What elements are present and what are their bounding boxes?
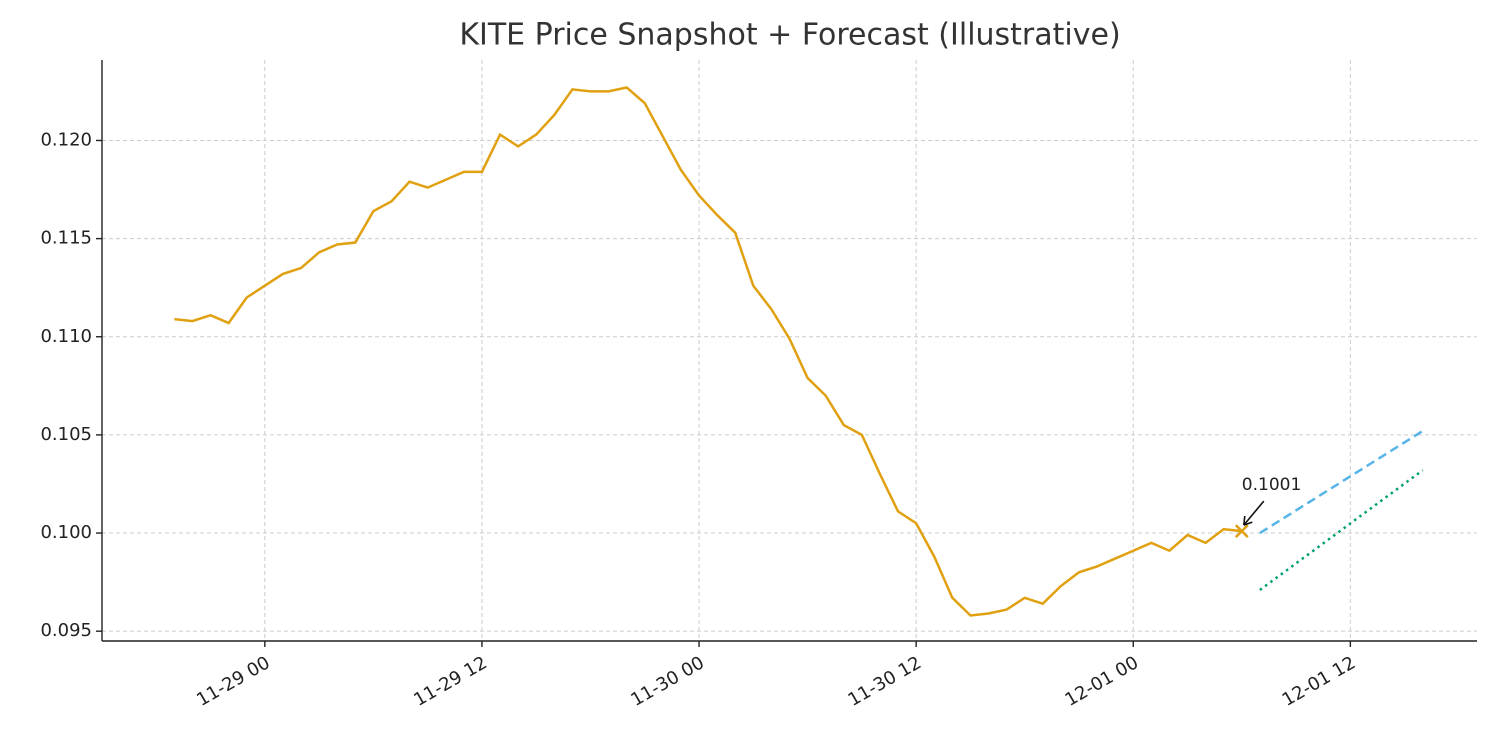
price-line <box>1259 429 1424 535</box>
price-line <box>174 86 1242 617</box>
y-tick-label: 0.115 <box>40 228 92 249</box>
y-tick-label: 0.110 <box>40 326 92 347</box>
chart-title: KITE Price Snapshot + Forecast (Illustra… <box>459 18 1120 53</box>
y-tick-label: 0.105 <box>40 424 92 445</box>
x-tick-label: 11-29 00 <box>193 652 274 711</box>
x-tick-label: 11-30 12 <box>844 652 925 711</box>
annotation: 0.1001 <box>1242 475 1301 495</box>
x-tick-label: 12-01 00 <box>1062 652 1143 711</box>
price-line <box>1259 469 1424 591</box>
annotation-arrowhead <box>1243 515 1253 526</box>
y-tick-label: 0.095 <box>40 620 92 641</box>
last-marker <box>1234 524 1249 538</box>
y-tick-label: 0.120 <box>40 129 92 150</box>
y-tick-label: 0.100 <box>40 522 92 543</box>
x-tick-label: 12-01 12 <box>1279 652 1360 711</box>
annotation-arrow <box>1243 500 1265 526</box>
x-tick-label: 11-29 12 <box>410 652 491 711</box>
x-tick-label: 11-30 00 <box>627 652 708 711</box>
